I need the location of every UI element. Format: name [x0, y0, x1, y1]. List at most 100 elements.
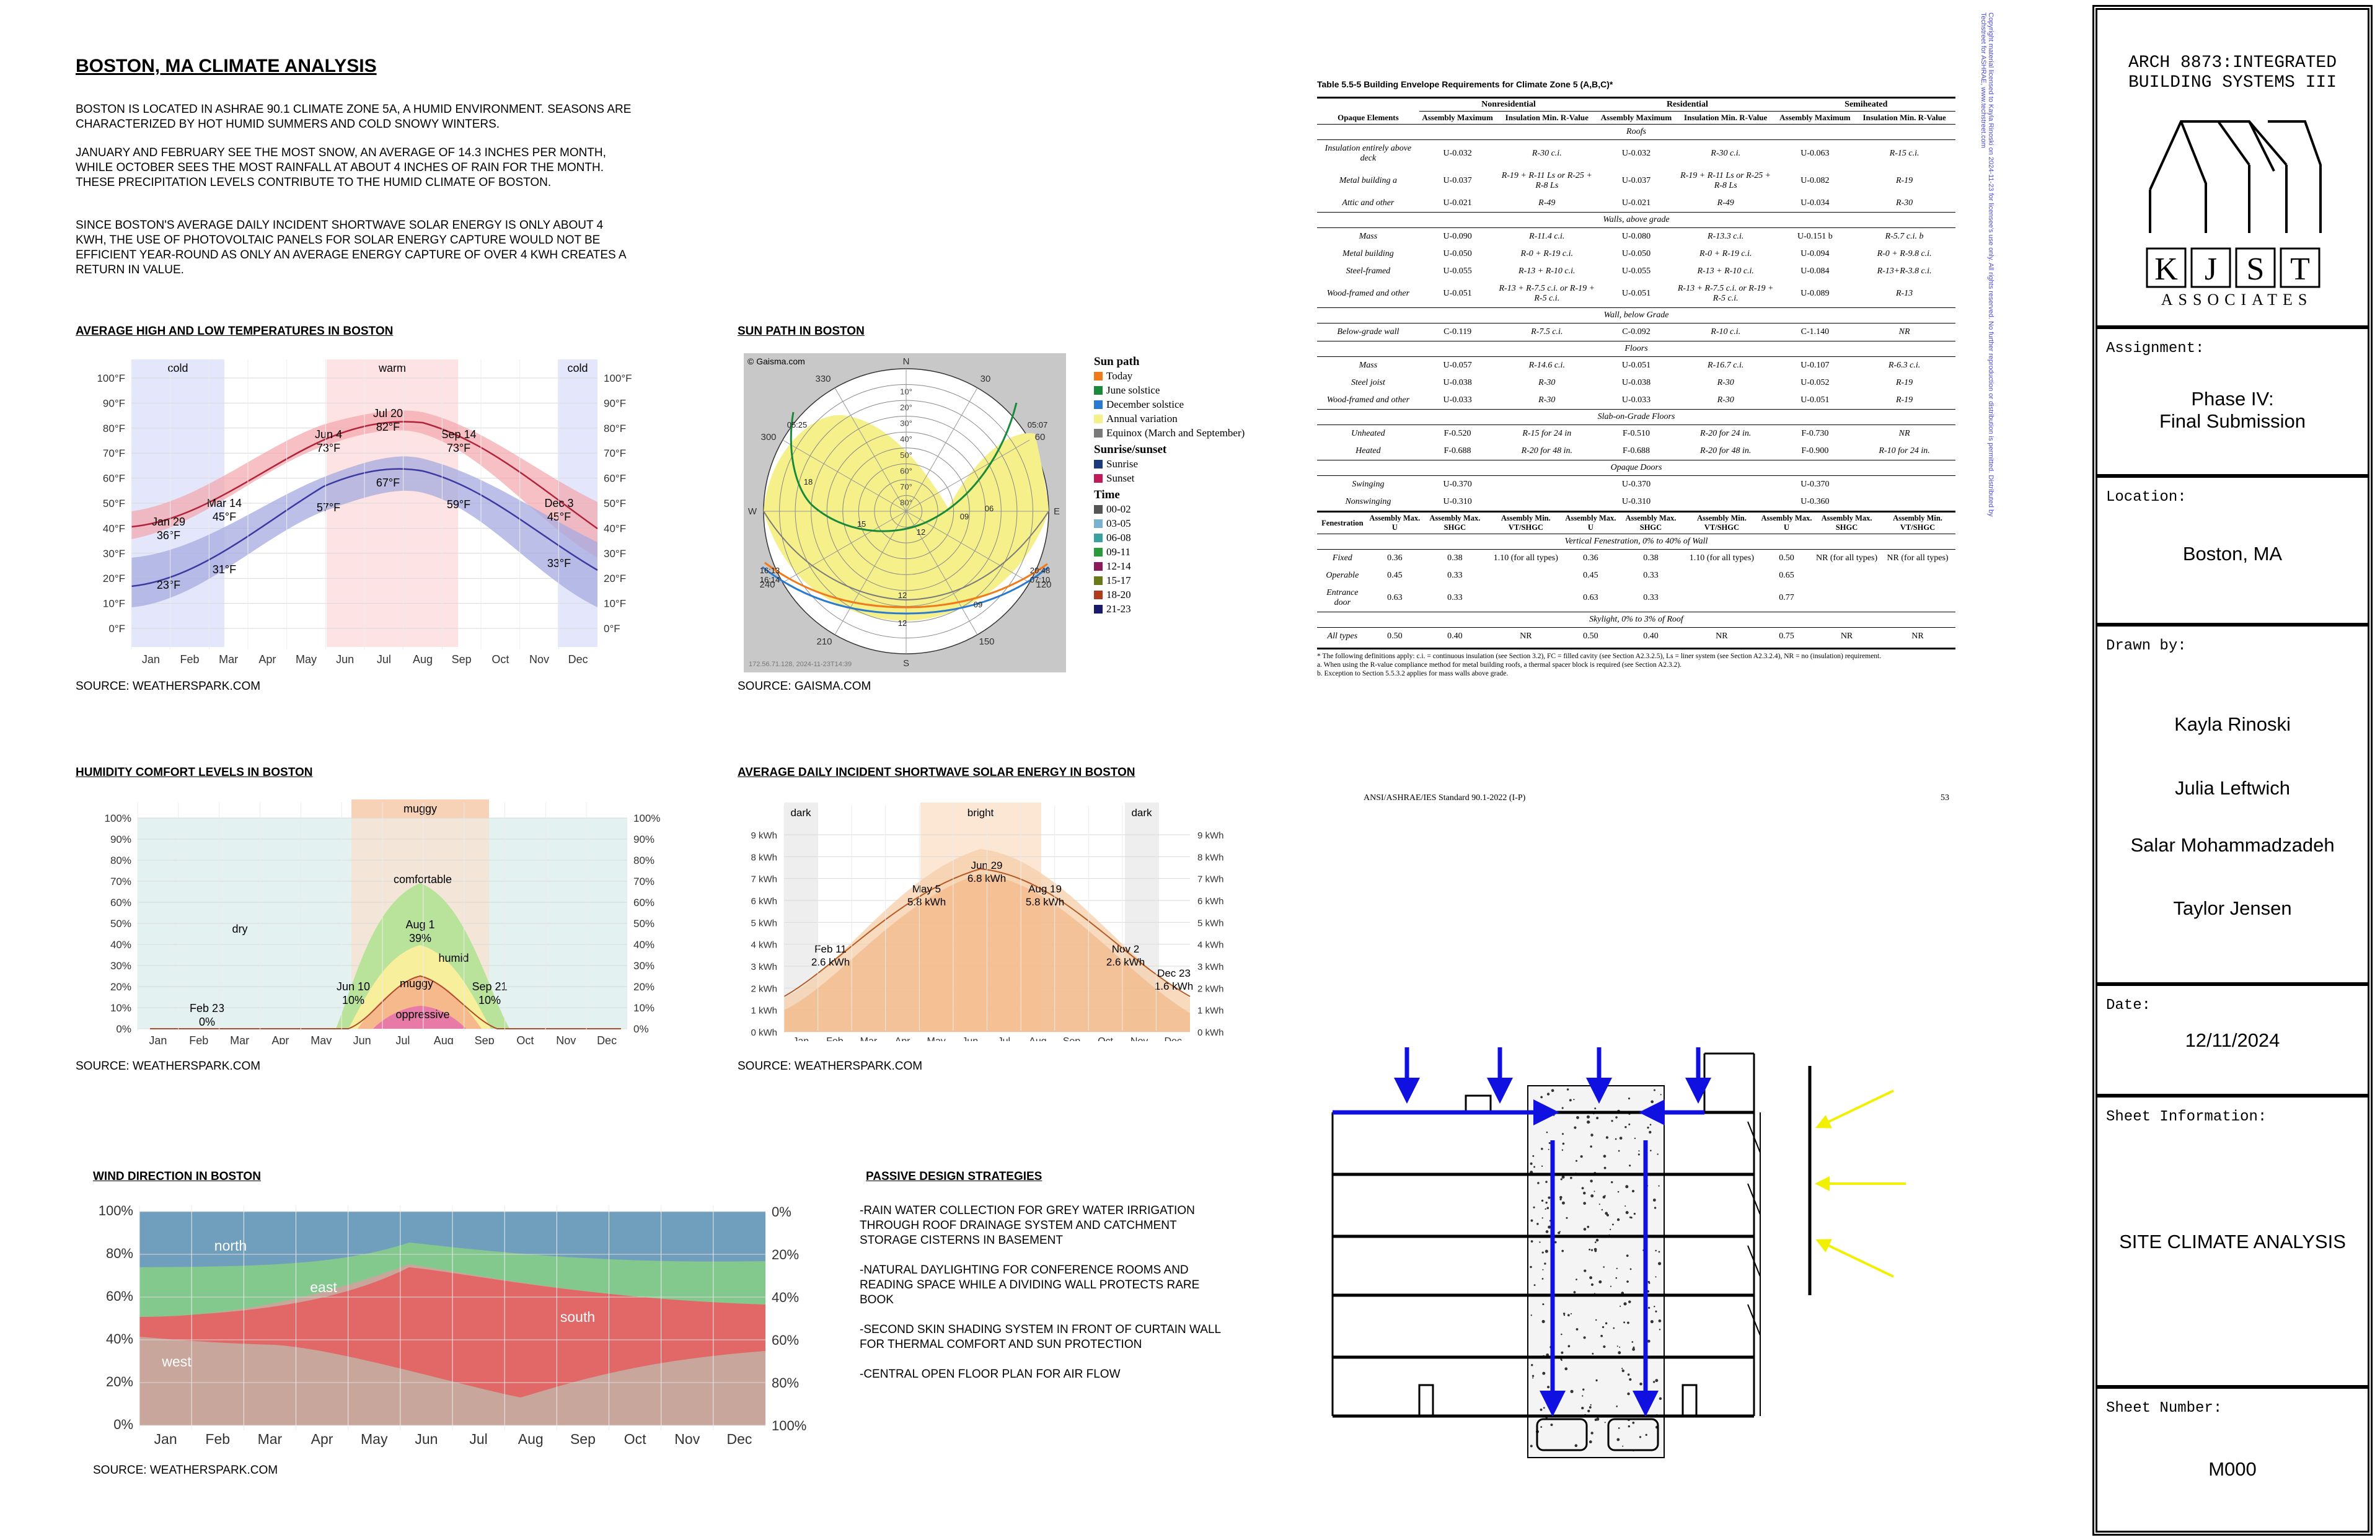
hatch-dot — [1616, 1267, 1618, 1270]
y-tick-label: 30°F — [604, 548, 626, 560]
legend-sunpath-list: Today June solstice December solstice Annua… — [1094, 369, 1249, 440]
x-tick-label: May — [311, 1034, 332, 1044]
legend-swatch — [1094, 473, 1103, 483]
x-tick-label: Aug — [1029, 1036, 1046, 1041]
hatch-dot — [1554, 1241, 1557, 1244]
azimuth-line — [906, 439, 1030, 512]
ashrae-fen-cell — [1684, 567, 1760, 584]
hatch-dot — [1541, 1217, 1543, 1219]
temp-label-value: 73°F — [317, 442, 340, 454]
wind-direction-labels: north east south west — [161, 1238, 595, 1370]
y-tick-label: 30% — [110, 960, 131, 972]
hatch-dot — [1633, 1212, 1636, 1215]
ashrae-cell: U-0.051 — [1800, 395, 1830, 405]
legend-time-title: Time — [1094, 488, 1120, 501]
hatch-dot — [1610, 1285, 1612, 1287]
ashrae-cell: C-0.119 — [1443, 327, 1472, 337]
ashrae-cell: R-30 — [1895, 198, 1913, 208]
x-tick-label: Nov — [556, 1034, 576, 1044]
y-tick-label: 80°F — [604, 423, 626, 434]
azimuth-label: 30 — [981, 374, 991, 384]
ashrae-fen-cell: NR — [1520, 631, 1532, 641]
ashrae-fen-column-header: Assembly Max. SHGC — [1618, 511, 1684, 534]
ashrae-section-row: Walls, above grade — [1317, 212, 1955, 228]
hatch-dot — [1603, 1166, 1606, 1169]
x-tick-label: Nov — [1130, 1036, 1148, 1041]
temp-label-value: 33°F — [547, 557, 571, 570]
ashrae-fen-section-row: Skylight, 0% to 3% of Roof — [1317, 612, 1955, 628]
ashrae-cell: Unheated — [1351, 429, 1385, 438]
ashrae-cell: Below-grade wall — [1337, 327, 1399, 337]
ashrae-row: Metal building U-0.050 R-0 + R-19 c.i. U-0.… — [1317, 245, 1955, 263]
ashrae-cell: R-19 — [1895, 395, 1913, 405]
compass-e: E — [1054, 506, 1060, 517]
ashrae-cell: R-49 — [1538, 198, 1556, 208]
ashrae-cell: U-0.032 — [1621, 149, 1651, 158]
hatch-dot — [1560, 1178, 1562, 1181]
temp-label-value: 67°F — [376, 477, 400, 489]
solar-line — [783, 868, 1191, 997]
sun-path-chart: © Gaisma.com 10°20°30°40°50°60°70°80° N … — [744, 353, 1066, 672]
hatch-dot — [1592, 1352, 1594, 1355]
ashrae-cell: R-7.5 c.i. — [1531, 327, 1563, 337]
logo-letter: K — [2154, 252, 2178, 287]
x-tick-label: Jun — [962, 1036, 978, 1041]
ashrae-cell: U-0.310 — [1443, 497, 1472, 506]
ashrae-cell: R-0 + R-9.8 c.i. — [1877, 249, 1932, 258]
ashrae-cell: U-0.151 b — [1797, 232, 1833, 241]
hatch-dot — [1583, 1202, 1586, 1205]
ashrae-note: a. When using the R-value compliance met… — [1317, 661, 1682, 669]
x-tick-label: Jun — [415, 1431, 438, 1447]
ashrae-cell: U-0.032 — [1443, 149, 1472, 158]
legend-swatch — [1094, 561, 1103, 571]
y-tick-label: 7 kWh — [1197, 874, 1224, 885]
x-tick-label: Jul — [395, 1034, 410, 1044]
hatch-dot — [1587, 1409, 1590, 1413]
hatch-dot — [1655, 1310, 1657, 1313]
hatch-dot — [1638, 1150, 1640, 1152]
y-tick-label: 0 kWh — [1197, 1027, 1224, 1038]
ashrae-fen-cell: NR (for all types) — [1887, 553, 1949, 563]
location-label: Location: — [2106, 489, 2187, 506]
y-tick-label: 50°F — [103, 498, 125, 509]
x-tick-label: Oct — [516, 1034, 534, 1044]
passive-item: -RAIN WATER COLLECTION FOR GREY WATER IR… — [860, 1204, 1195, 1247]
temp-chart-source: SOURCE: WEATHERSPARK.COM — [76, 680, 261, 693]
hatch-dot — [1595, 1319, 1597, 1321]
time-label: 12 — [898, 591, 907, 600]
x-tick-label: Apr — [311, 1431, 333, 1447]
y-tick-label: 30% — [633, 960, 654, 972]
x-tick-label: Jul — [377, 653, 391, 666]
hum-label-date: Sep 21 — [472, 980, 507, 993]
course-title: ARCH 8873:INTEGRATED BUILDING SYSTEMS II… — [2128, 53, 2337, 92]
ashrae-cell: R-20 for 48 in. — [1699, 446, 1752, 455]
legend-item: 00-02 — [1094, 502, 1249, 516]
ashrae-row: Wood-framed and other U-0.051 R-13 + R-7.5… — [1317, 280, 1955, 308]
ashrae-cell: Steel-framed — [1346, 266, 1391, 276]
time-label: 20:48 — [1030, 566, 1051, 575]
ashrae-section-row: Floors — [1317, 341, 1955, 357]
hatch-dot — [1582, 1395, 1584, 1397]
legend-time-list: 00-02 03-05 06-08 09-11 12-14 15-17 18-20 21-23 — [1094, 502, 1249, 616]
hatch-dot — [1586, 1115, 1590, 1119]
hatch-dot — [1553, 1114, 1555, 1116]
hatch-dot — [1561, 1175, 1565, 1179]
ashrae-cell: Swinging — [1352, 480, 1385, 489]
zone-label: oppressive — [395, 1008, 449, 1021]
ashrae-cell: R-20 for 48 in. — [1521, 446, 1573, 455]
hatch-dot — [1540, 1426, 1543, 1428]
x-tick-label: Nov — [529, 653, 549, 666]
hatch-dot — [1583, 1192, 1586, 1195]
hatch-dot — [1617, 1190, 1620, 1193]
ashrae-cell: Metal building — [1342, 249, 1394, 258]
hatch-dot — [1564, 1367, 1568, 1371]
legend-label: Equinox (March and September) — [1106, 427, 1245, 439]
legend-item: 06-08 — [1094, 530, 1249, 545]
time-label: 07:10 — [1030, 575, 1051, 584]
hatch-dot — [1637, 1153, 1640, 1156]
ashrae-fen-cell — [1880, 584, 1955, 612]
wind-label: north — [214, 1238, 247, 1254]
hatch-dot — [1626, 1254, 1629, 1257]
ashrae-cell: R-11.4 c.i. — [1529, 232, 1565, 241]
june-solstice-path — [790, 402, 1018, 532]
